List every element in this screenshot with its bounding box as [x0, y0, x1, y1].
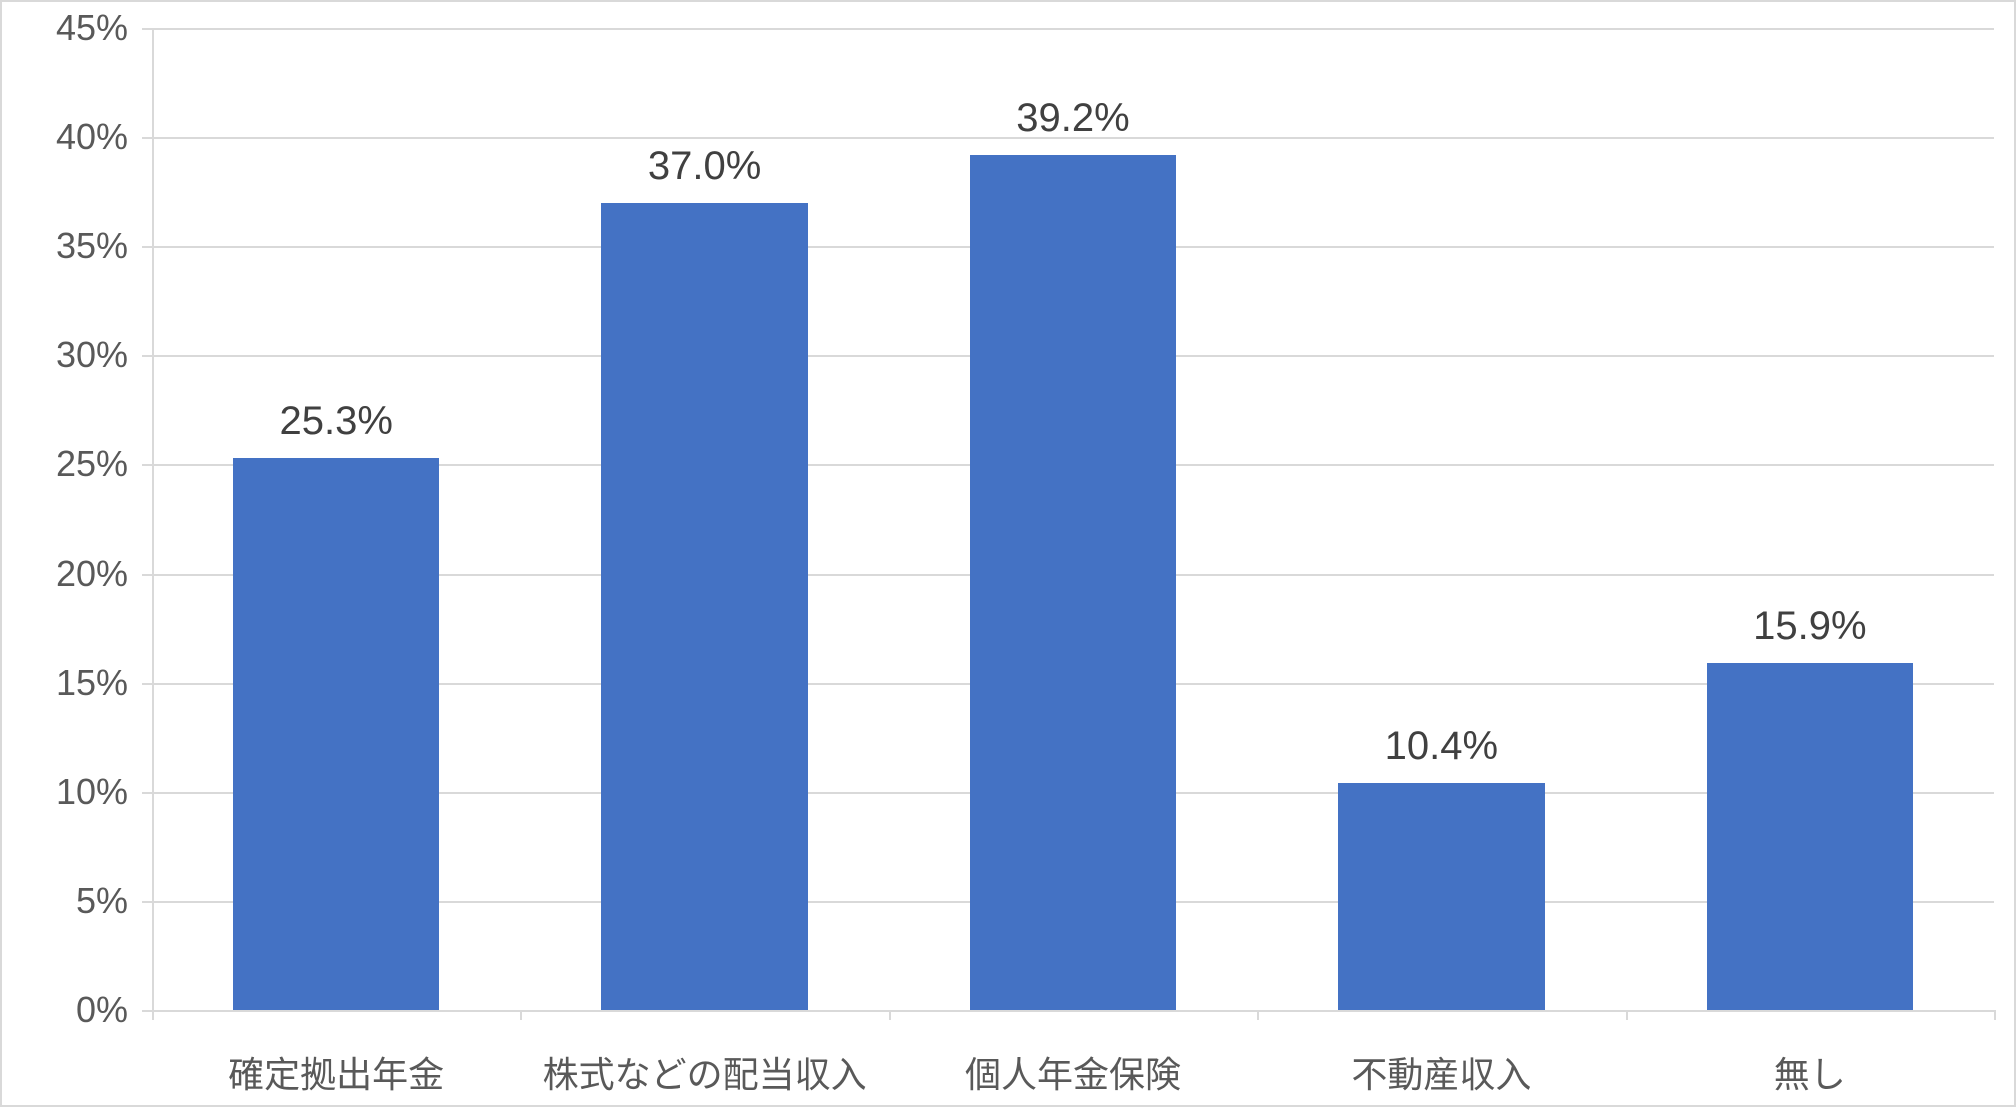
bar: [1338, 783, 1544, 1010]
x-axis-category-label: 個人年金保険: [965, 1046, 1181, 1098]
y-axis-tick-label: 0%: [76, 989, 128, 1031]
x-axis-category-label: 無し: [1774, 1046, 1846, 1098]
y-tick-mark: [142, 137, 152, 139]
bar-value-label: 10.4%: [1385, 724, 1498, 769]
y-axis-tick-label: 25%: [56, 443, 128, 485]
x-tick-mark: [152, 1010, 154, 1020]
x-axis-category-label: 確定拠出年金: [228, 1046, 444, 1098]
y-tick-mark: [142, 464, 152, 466]
x-axis-line: [152, 1010, 1994, 1012]
bar: [970, 155, 1176, 1010]
y-tick-mark: [142, 355, 152, 357]
y-axis-tick-label: 10%: [56, 771, 128, 813]
plot-area: 0%5%10%15%20%25%30%35%40%45%25.3%確定拠出年金3…: [152, 28, 1994, 1010]
y-axis-tick-label: 35%: [56, 225, 128, 267]
bar-value-label: 39.2%: [1016, 96, 1129, 141]
y-tick-mark: [142, 1010, 152, 1012]
y-axis-tick-label: 40%: [56, 116, 128, 158]
y-axis-line: [152, 28, 154, 1010]
x-tick-mark: [1626, 1010, 1628, 1020]
bar: [1707, 663, 1913, 1010]
bar-chart: 0% 5% 10% 15% 20% 25% 30% 35% 40% 45% 25.3% 確定拠出年金 3…: [0, 0, 2016, 1107]
y-axis-tick-label: 30%: [56, 334, 128, 376]
y-tick-mark: [142, 683, 152, 685]
x-axis-category-label: 不動産収入: [1351, 1046, 1531, 1098]
bar-value-label: 25.3%: [279, 399, 392, 444]
x-tick-mark: [1994, 1010, 1996, 1020]
bar: [233, 458, 439, 1010]
gridline: [152, 28, 1994, 30]
y-tick-mark: [142, 246, 152, 248]
bar: [601, 203, 807, 1010]
x-tick-mark: [889, 1010, 891, 1020]
x-tick-mark: [520, 1010, 522, 1020]
y-tick-mark: [142, 28, 152, 30]
y-tick-mark: [142, 574, 152, 576]
bar-value-label: 15.9%: [1753, 604, 1866, 649]
y-tick-mark: [142, 792, 152, 794]
x-axis-category-label: 株式などの配当収入: [543, 1046, 867, 1098]
y-axis-tick-label: 15%: [56, 662, 128, 704]
y-tick-mark: [142, 901, 152, 903]
y-axis-tick-label: 45%: [56, 7, 128, 49]
bar-value-label: 37.0%: [648, 144, 761, 189]
y-axis-tick-label: 20%: [56, 553, 128, 595]
x-tick-mark: [1257, 1010, 1259, 1020]
y-axis-tick-label: 5%: [76, 880, 128, 922]
